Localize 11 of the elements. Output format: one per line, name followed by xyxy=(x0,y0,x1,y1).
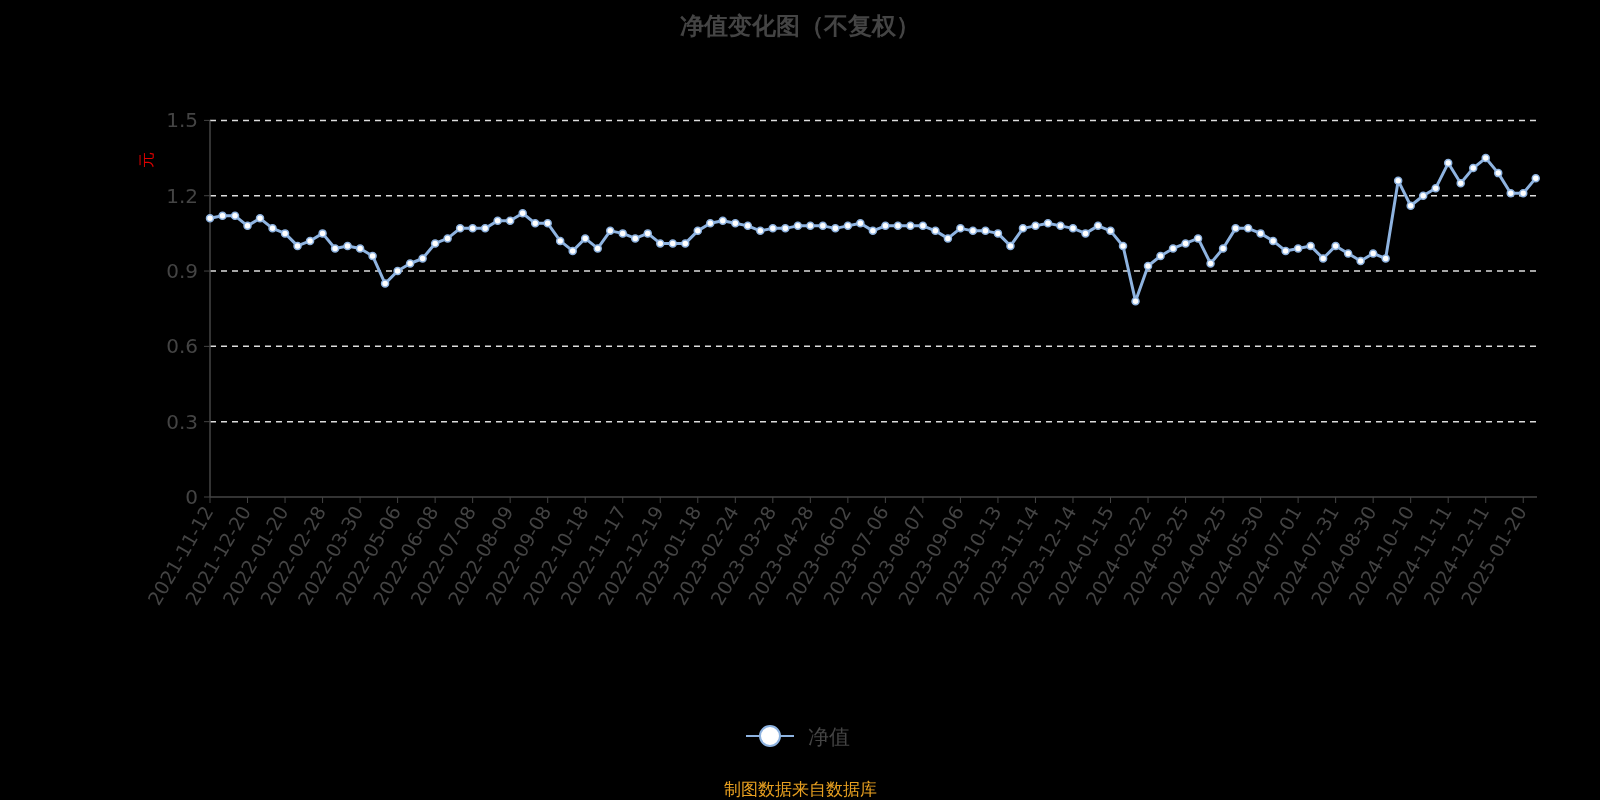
text: 制图数据来自数据库 xyxy=(723,779,877,799)
legend: 净值 xyxy=(745,725,850,749)
chart-title: 净值变化图（不复权） xyxy=(680,12,920,40)
legend-label: 净值 xyxy=(808,725,850,749)
y-tick-label: 0.6 xyxy=(166,334,198,359)
y-tick-label: 0.9 xyxy=(166,259,198,284)
y-axis-title: 元 xyxy=(137,152,156,168)
y-tick-label: 0 xyxy=(185,485,198,509)
y-tick-label: 1.2 xyxy=(166,183,198,208)
y-tick-label: 1.5 xyxy=(166,108,198,133)
y-tick-label: 0.3 xyxy=(166,409,198,434)
